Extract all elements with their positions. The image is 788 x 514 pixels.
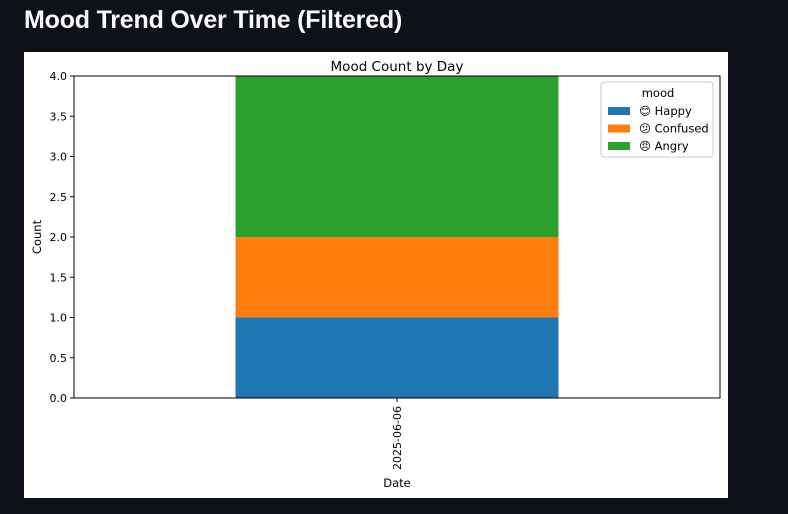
legend-label: 😊 Happy	[639, 104, 692, 118]
y-tick-label: 2.5	[50, 191, 68, 204]
bar-segment-confused	[235, 237, 559, 318]
chart-container: Mood Count by Day 0.0 0.5 1.0 1.5 2.0 2.5 3.0 3…	[24, 52, 728, 498]
bar-stack	[235, 76, 559, 398]
y-tick-label: 4.0	[50, 70, 68, 83]
y-axis-label: Count	[30, 219, 44, 254]
y-tick-label: 3.0	[50, 151, 68, 164]
x-tick-label: 2025-06-06	[391, 406, 404, 470]
y-tick-label: 1.5	[50, 271, 68, 284]
y-tick-label: 2.0	[50, 231, 68, 244]
mood-count-chart: Mood Count by Day 0.0 0.5 1.0 1.5 2.0 2.5 3.0 3…	[30, 59, 721, 490]
legend-item: 😊 Happy	[608, 104, 692, 118]
legend-frame	[600, 81, 714, 158]
bar-segment-happy	[235, 317, 559, 398]
x-axis-label: Date	[383, 476, 411, 490]
chart-title: Mood Count by Day	[331, 59, 464, 75]
y-tick-label: 0.5	[50, 352, 68, 365]
legend: mood 😊 Happy 😕 Confused 😠 Angry	[600, 81, 714, 158]
legend-swatch	[608, 142, 630, 150]
legend-label: 😠 Angry	[639, 139, 689, 153]
legend-title: mood	[642, 86, 675, 100]
y-tick-label: 0.0	[50, 392, 68, 405]
x-axis-ticks: 2025-06-06	[391, 398, 404, 470]
page-title: Mood Trend Over Time (Filtered)	[24, 6, 403, 34]
y-tick-label: 3.5	[50, 110, 68, 123]
legend-item: 😕 Confused	[608, 122, 709, 136]
legend-swatch	[608, 124, 630, 133]
y-axis-ticks: 0.0 0.5 1.0 1.5 2.0 2.5 3.0 3.5 4.0	[50, 70, 74, 405]
plot-area-frame	[73, 75, 721, 399]
legend-swatch	[608, 107, 630, 115]
y-tick-label: 1.0	[50, 312, 68, 325]
legend-item: 😠 Angry	[608, 139, 689, 153]
legend-label: 😕 Confused	[639, 122, 709, 136]
bar-segment-angry	[235, 76, 559, 237]
